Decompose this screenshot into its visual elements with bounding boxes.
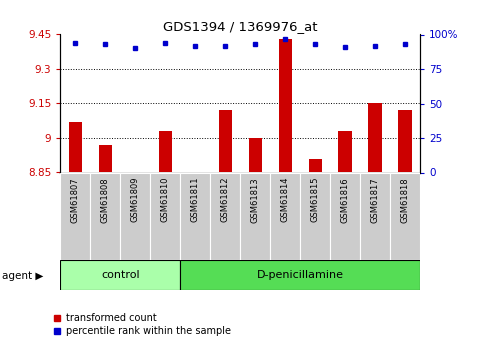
Bar [270,172,300,260]
Text: GSM61810: GSM61810 [161,177,170,223]
Bar [360,172,390,260]
Bar [90,172,120,260]
Title: GDS1394 / 1369976_at: GDS1394 / 1369976_at [163,20,317,33]
Bar [339,131,352,172]
Bar [99,145,112,172]
Text: GSM61816: GSM61816 [341,177,350,223]
Bar [369,104,382,172]
Bar [210,172,240,260]
Legend: transformed count, percentile rank within the sample: transformed count, percentile rank withi… [48,309,235,340]
Bar [150,172,180,260]
Bar [279,39,292,172]
Text: GSM61812: GSM61812 [221,177,230,223]
Text: GSM61813: GSM61813 [251,177,260,223]
Bar [249,138,262,172]
Text: GSM61808: GSM61808 [101,177,110,223]
Bar [300,172,330,260]
Bar [60,260,180,290]
Bar [390,172,420,260]
Text: GSM61807: GSM61807 [71,177,80,223]
Bar [309,159,322,172]
Bar [218,110,232,172]
Text: D-penicillamine: D-penicillamine [257,270,344,280]
Text: GSM61809: GSM61809 [131,177,140,223]
Text: GSM61817: GSM61817 [371,177,380,223]
Bar [158,131,172,172]
Bar [120,172,150,260]
Text: GSM61814: GSM61814 [281,177,290,223]
Bar [330,172,360,260]
Bar [180,260,420,290]
Text: control: control [101,270,140,280]
Bar [241,172,270,260]
Bar [180,172,210,260]
Bar [398,110,412,172]
Text: agent ▶: agent ▶ [2,271,44,281]
Text: GSM61815: GSM61815 [311,177,320,223]
Bar [60,172,90,260]
Text: GSM61811: GSM61811 [191,177,200,223]
Bar [69,122,82,172]
Text: GSM61818: GSM61818 [401,177,410,223]
